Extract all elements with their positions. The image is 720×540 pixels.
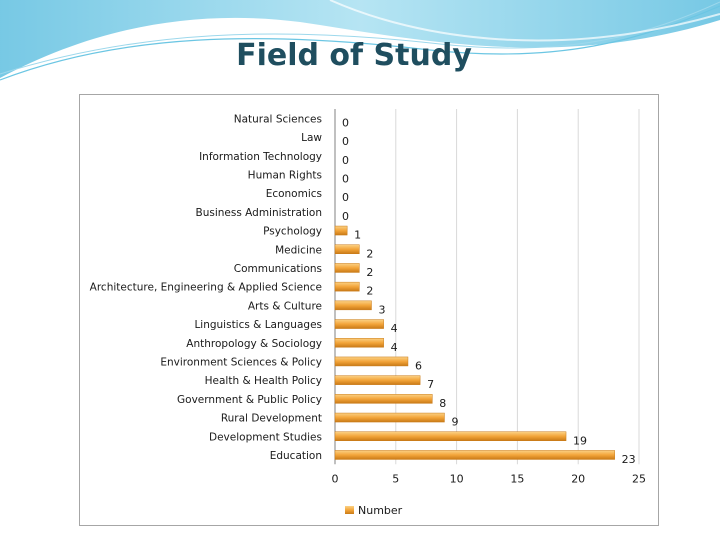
data-label: 3 [378,303,385,316]
header-banner [0,0,720,81]
data-label: 2 [366,285,373,298]
bar [334,319,384,329]
x-tick-label: 20 [571,472,585,485]
data-label: 8 [439,397,446,410]
category-label: Information Technology [199,151,322,163]
category-label: Business Administration [196,207,322,219]
category-label: Anthropology & Sociology [186,338,322,350]
category-labels: Natural Sciences Law Information Technolog… [90,113,323,462]
data-label: 2 [366,247,373,260]
category-label: Medicine [275,244,322,256]
category-label: Health & Health Policy [205,375,322,387]
data-label: 0 [342,172,349,185]
category-label: Arts & Culture [248,300,322,312]
category-label: Natural Sciences [234,113,322,125]
bar [334,356,409,367]
data-label: 4 [391,341,398,354]
x-tick-label: 10 [450,472,464,485]
bars [334,225,615,460]
x-tick-label: 5 [392,472,399,485]
data-label: 0 [342,154,349,167]
data-label: 0 [342,191,349,204]
category-label: Development Studies [209,431,322,443]
legend: Number [345,504,403,517]
data-label: 23 [622,453,636,466]
category-label: Government & Public Policy [177,394,322,406]
bar-chart: Natural Sciences Law Information Technolog… [90,109,647,517]
category-label: Environment Sciences & Policy [160,356,322,368]
bar [334,412,445,423]
legend-label: Number [358,504,403,517]
data-label: 2 [366,266,373,279]
legend-swatch [345,506,354,514]
bar [334,244,360,254]
bar [334,263,360,273]
bar [334,431,567,441]
category-label: Economics [266,188,322,200]
category-label: Human Rights [248,169,322,181]
category-label: Psychology [263,226,322,238]
bar [334,450,615,460]
x-tick-label: 15 [510,472,524,485]
bar [334,300,372,311]
category-label: Law [301,132,322,144]
data-label: 19 [573,434,587,447]
data-label: 0 [342,135,349,148]
bar [334,225,348,236]
data-label: 6 [415,359,422,372]
category-label: Architecture, Engineering & Applied Scie… [90,282,322,294]
bar [334,338,384,348]
x-tick-label: 0 [332,472,339,485]
bar [334,375,421,385]
bar [334,281,360,292]
x-tick-label: 25 [632,472,646,485]
x-axis-ticks: 0 5 10 15 20 25 [332,472,647,485]
slide-title: Field of Study [236,38,472,73]
chart-frame: Natural Sciences Law Information Technolog… [79,94,659,526]
category-label: Rural Development [221,413,322,425]
data-label: 0 [342,116,349,129]
category-label: Education [270,450,322,462]
category-label: Linguistics & Languages [194,319,322,331]
data-label: 4 [391,322,398,335]
data-label: 7 [427,378,434,391]
data-label: 9 [451,416,458,429]
data-label: 1 [354,229,361,242]
data-label: 0 [342,210,349,223]
bar [334,394,433,404]
gridlines [334,109,640,465]
category-label: Communications [234,263,322,275]
